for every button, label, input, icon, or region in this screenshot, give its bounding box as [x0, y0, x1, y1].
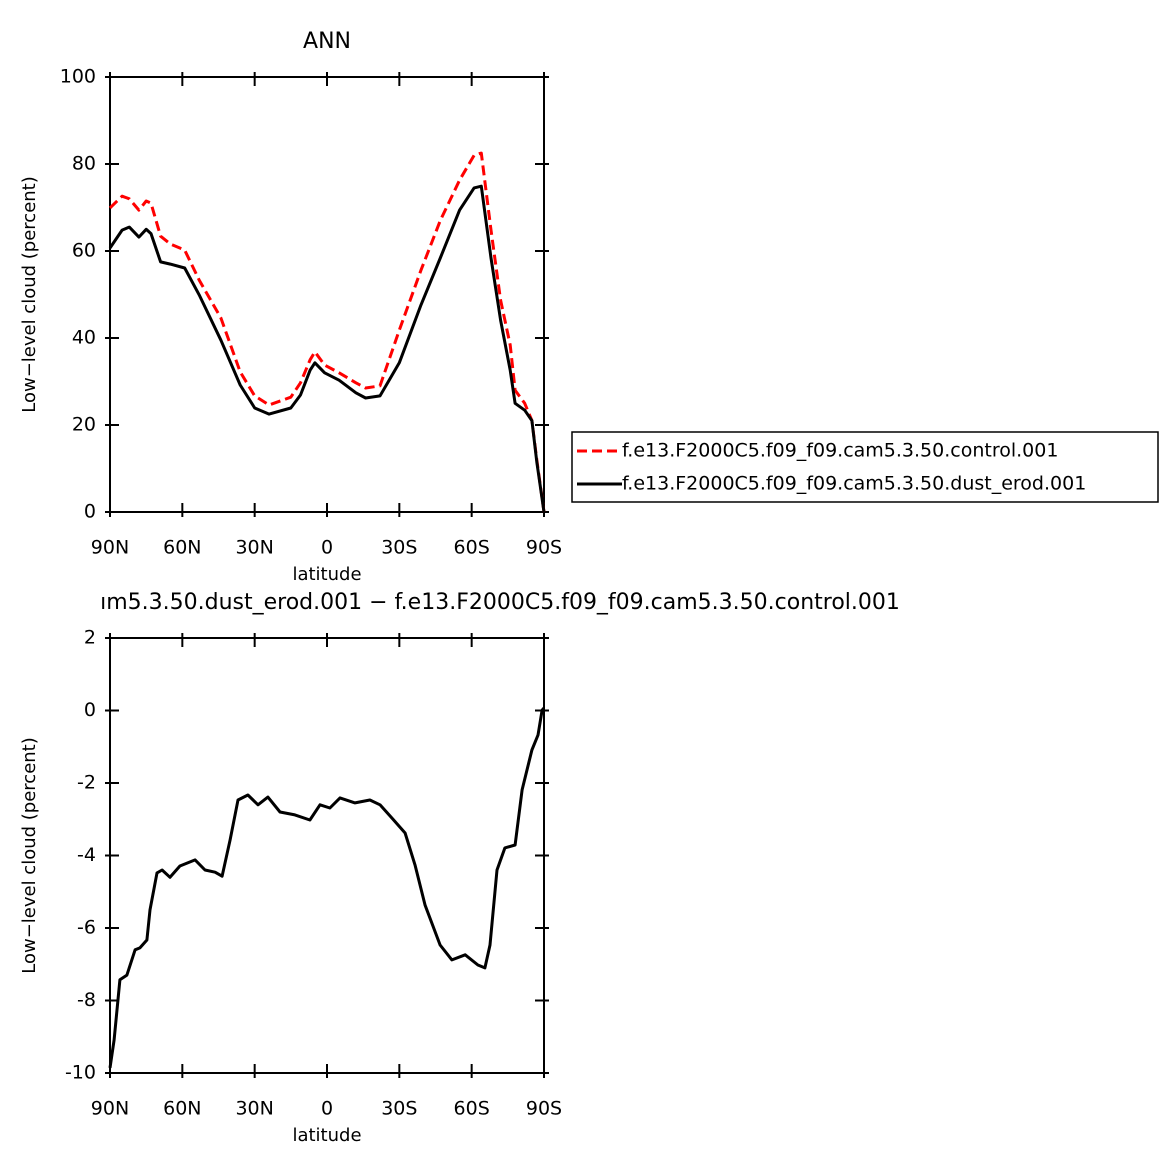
y-tick-label: 0	[84, 501, 96, 523]
y-tick-label: 20	[72, 414, 96, 436]
x-tick-label: 60S	[454, 1098, 490, 1120]
data-line	[108, 706, 546, 1069]
x-tick-label: 30N	[235, 1098, 273, 1120]
y-tick-label: 0	[84, 699, 96, 721]
x-tick-label: 60S	[454, 537, 490, 559]
x-axis-label: latitude	[292, 1125, 361, 1146]
x-tick-label: 30S	[381, 537, 417, 559]
y-tick-label: -6	[77, 917, 96, 939]
y-tick-label: 40	[72, 327, 96, 349]
plot-frame	[109, 637, 545, 1074]
x-tick-label: 0	[321, 537, 333, 559]
x-tick-label: 30N	[235, 537, 273, 559]
plot-frame	[109, 76, 545, 513]
legend-label: f.e13.F2000C5.f09_f09.cam5.3.50.dust_ero…	[622, 473, 1086, 495]
data-line	[108, 184, 546, 513]
x-tick-label: 60N	[163, 1098, 201, 1120]
y-axis-label: Low−level cloud (percent)	[19, 737, 40, 974]
chart-title: ım5.3.50.dust_erod.001 − f.e13.F2000C5.f…	[100, 590, 900, 615]
y-tick-label: 100	[60, 66, 96, 88]
legend-label: f.e13.F2000C5.f09_f09.cam5.3.50.control.…	[622, 440, 1058, 462]
y-tick-label: 60	[72, 240, 96, 262]
x-tick-label: 90N	[91, 1098, 129, 1120]
x-tick-label: 30S	[381, 1098, 417, 1120]
y-tick-label: -10	[65, 1062, 96, 1084]
y-tick-label: 80	[72, 153, 96, 175]
data-line	[108, 151, 546, 513]
x-tick-label: 60N	[163, 537, 201, 559]
x-axis-label: latitude	[292, 564, 361, 585]
y-tick-label: -8	[77, 989, 96, 1011]
chart-title: ANN	[303, 29, 351, 54]
y-tick-label: 2	[84, 627, 96, 649]
y-tick-label: -4	[77, 844, 96, 866]
x-tick-label: 90N	[91, 537, 129, 559]
y-tick-label: -2	[77, 772, 96, 794]
y-axis-label: Low−level cloud (percent)	[19, 176, 40, 413]
legend-box	[571, 431, 1159, 503]
x-tick-label: 90S	[526, 1098, 562, 1120]
x-tick-label: 0	[321, 1098, 333, 1120]
x-tick-label: 90S	[526, 537, 562, 559]
